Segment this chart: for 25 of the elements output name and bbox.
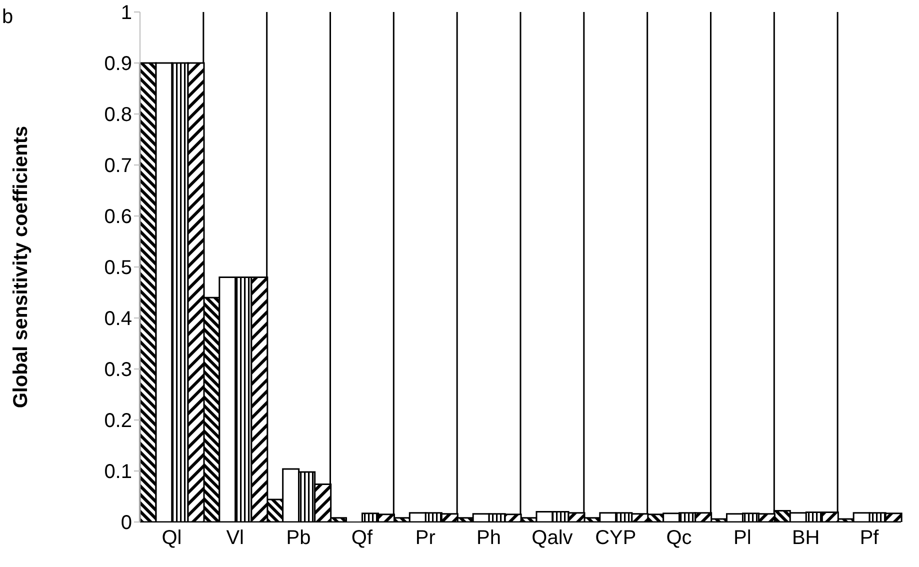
y-tick-label: 0.5 [104, 257, 132, 280]
x-tick-label: Pr [415, 527, 436, 550]
y-tick-label: 1 [120, 2, 132, 24]
y-tick-label: 0 [120, 512, 132, 534]
y-tick-label: 0.9 [104, 53, 132, 76]
y-tick-label: 0.2 [104, 410, 132, 432]
x-tick-label: Qf [351, 527, 373, 550]
x-tick-label: CYP [595, 527, 636, 550]
y-tick-label: 0.8 [104, 104, 132, 126]
x-tick-label: Qc [666, 527, 692, 550]
chart-title: b [2, 6, 14, 29]
y-axis-title: Global sensitivity coefficients [10, 126, 32, 408]
x-tick-label: Qalv [532, 527, 573, 550]
x-tick-label: BH [792, 527, 820, 550]
y-tick-label: 0.4 [104, 308, 132, 330]
x-tick-label: Vl [226, 527, 244, 550]
y-tick-label: 0.6 [104, 206, 132, 228]
x-tick-label: Pb [286, 527, 311, 550]
y-tick-label: 0.1 [104, 461, 132, 484]
x-tick-label: Pl [734, 527, 752, 550]
x-tick-label: Ql [162, 527, 182, 550]
y-tick-label: 0.7 [104, 155, 132, 178]
x-tick-label: Pf [860, 527, 880, 550]
x-tick-label: Ph [476, 527, 502, 550]
y-tick-label: 0.3 [104, 359, 132, 382]
